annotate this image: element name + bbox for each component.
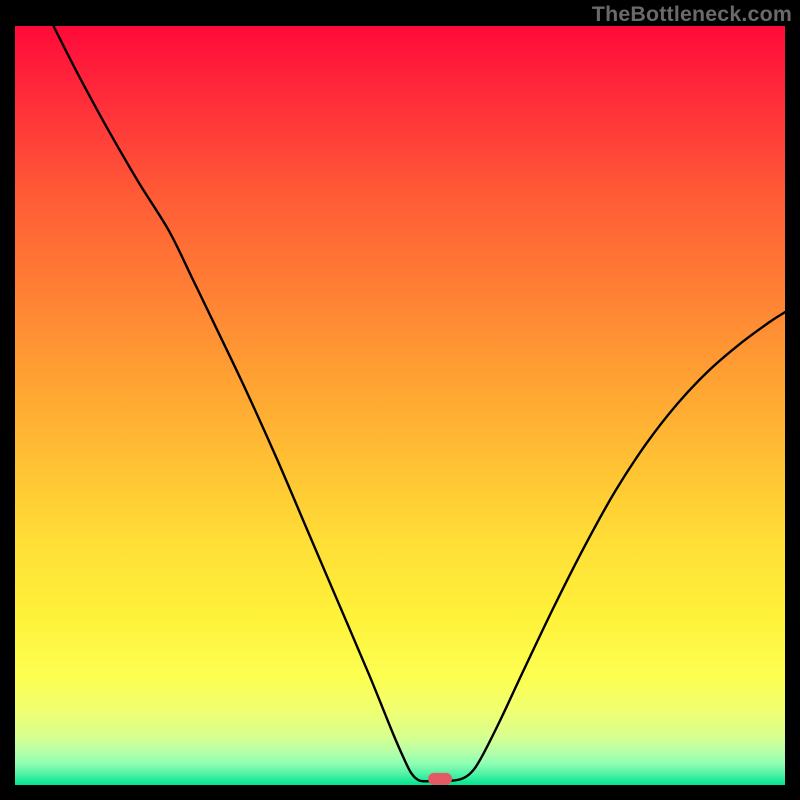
chart-stage: TheBottleneck.com: [0, 0, 800, 800]
watermark-text: TheBottleneck.com: [592, 2, 792, 27]
optimal-marker: [428, 773, 452, 785]
bottleneck-chart: [0, 0, 800, 800]
chart-gradient-background: [15, 26, 785, 785]
